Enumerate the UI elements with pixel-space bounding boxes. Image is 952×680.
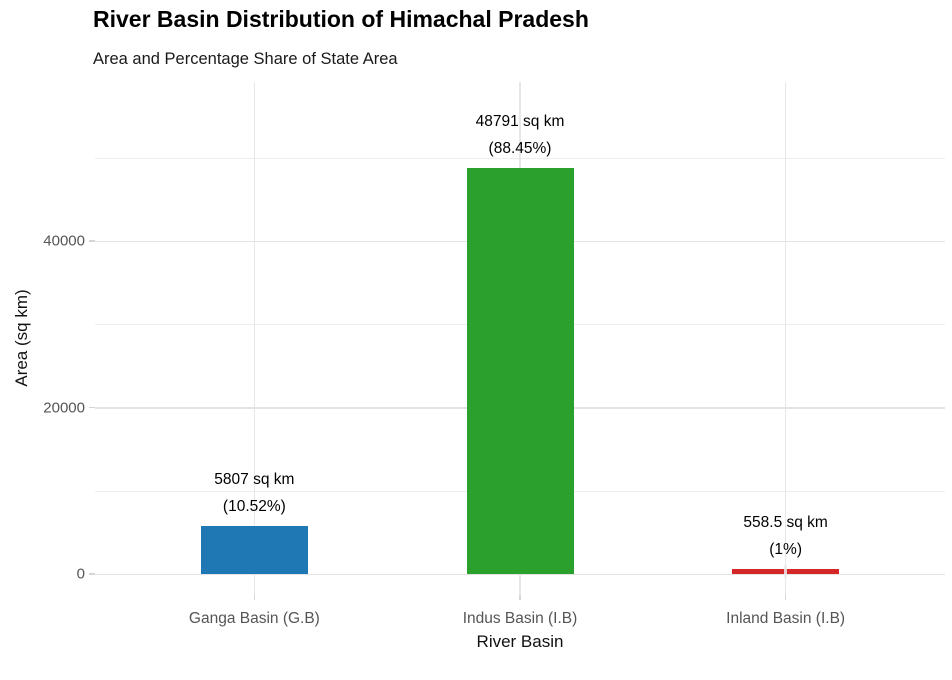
y-tick-label: 40000 <box>43 232 85 250</box>
chart-panel <box>95 82 945 595</box>
bar-pct-label: (10.52%) <box>222 497 286 515</box>
x-axis-tick <box>253 595 256 600</box>
y-axis-tick <box>89 406 95 409</box>
page-title: River Basin Distribution of Himachal Pra… <box>93 6 589 32</box>
x-tick-label: Indus Basin (I.B) <box>462 610 578 627</box>
gridline-over-bar <box>784 565 788 578</box>
page-subtitle: Area and Percentage Share of State Area <box>93 50 398 68</box>
bar-pct-label: (1%) <box>769 541 802 559</box>
y-axis-tick <box>89 573 95 575</box>
bar-value-label: 48791 sq km <box>475 112 565 130</box>
x-tick-label: Ganga Basin (G.B) <box>188 610 320 627</box>
y-axis-tick <box>89 240 95 242</box>
vertical-gridline <box>253 82 256 595</box>
bar-value-label: 5807 sq km <box>214 470 295 488</box>
bar-pct-label: (88.45%) <box>488 139 552 157</box>
x-tick-label: Inland Basin (I.B) <box>726 610 846 627</box>
bar-ganga-basin-g-b <box>200 525 308 574</box>
bar-indus-basin-i-b <box>466 167 574 574</box>
x-axis-title: River Basin <box>476 632 564 651</box>
x-axis-tick <box>784 595 787 600</box>
vertical-gridline <box>784 82 787 595</box>
y-tick-label: 0 <box>76 565 85 583</box>
bar-value-label: 558.5 sq km <box>743 514 828 532</box>
y-axis-title: Area (sq km) <box>12 289 31 387</box>
x-axis-tick <box>519 595 521 600</box>
y-tick-label: 20000 <box>43 399 85 416</box>
